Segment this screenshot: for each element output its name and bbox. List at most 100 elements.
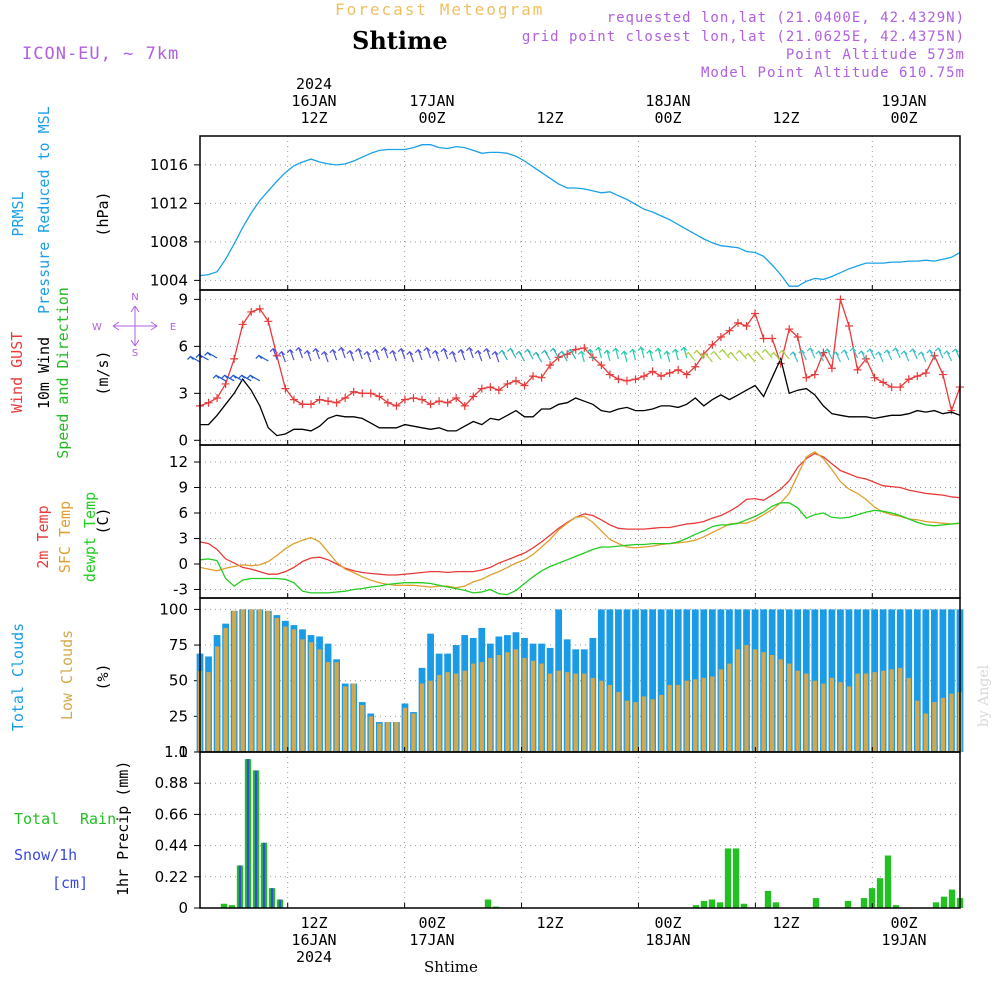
total-cloud-bar-50 xyxy=(623,609,631,752)
rain-bar-64 xyxy=(708,899,716,908)
gust-marker-52 xyxy=(640,372,649,381)
ytick-label-precip-1: 0.22 xyxy=(155,868,188,886)
wind-arrow-24 xyxy=(397,347,406,360)
wind-arrow-66 xyxy=(753,350,765,361)
gust-marker-78 xyxy=(862,354,871,363)
point-altitude: Point Altitude 573m xyxy=(785,47,965,63)
wind-arrow-19 xyxy=(355,347,363,360)
low-cloud-bar-62 xyxy=(727,663,732,752)
low-cloud-bar-26 xyxy=(419,683,425,752)
low-cloud-bar-18 xyxy=(351,683,356,752)
rain-bar-77 xyxy=(812,898,820,908)
location-title: Shtime xyxy=(352,26,448,55)
gust-marker-76 xyxy=(844,322,853,331)
wind-arrow-88 xyxy=(943,350,953,362)
gust-marker-16 xyxy=(332,398,341,407)
wind-arrow-42 xyxy=(549,347,560,359)
gust-marker-12 xyxy=(298,400,307,409)
wind-arrow-61 xyxy=(710,350,722,361)
wind-arrow-67 xyxy=(761,348,773,359)
snow-bar-9 xyxy=(270,888,274,908)
wind-arrow-72 xyxy=(806,347,816,359)
gust-marker-81 xyxy=(887,383,896,392)
wind-arrow-18 xyxy=(346,349,355,362)
ytick-label-precip-3: 0.66 xyxy=(155,805,188,823)
low-cloud-bar-77 xyxy=(855,673,860,752)
wind-arrow-15 xyxy=(320,350,329,363)
rain-bar-65 xyxy=(716,902,724,908)
gust-marker-26 xyxy=(418,395,427,404)
low-cloud-bar-15 xyxy=(325,662,331,752)
ytick-label-precip-2: 0.44 xyxy=(155,837,188,855)
rain-bar-94 xyxy=(948,889,956,908)
wind-arrow-12 xyxy=(295,346,304,359)
total-cloud-bar-87 xyxy=(939,609,947,752)
wind-arrow-30 xyxy=(448,350,457,363)
ytick-label-temp-0: -3 xyxy=(173,581,188,599)
wind-arrow-6 xyxy=(238,374,252,382)
gust-marker-69 xyxy=(785,325,794,334)
wind-arrow-25 xyxy=(406,350,415,363)
wind-arrow-68 xyxy=(770,351,782,362)
gust-marker-74 xyxy=(827,364,836,373)
low-cloud-bar-57 xyxy=(684,680,689,752)
gust-marker-20 xyxy=(366,389,375,398)
low-cloud-bar-84 xyxy=(915,700,920,752)
low-cloud-bar-79 xyxy=(872,672,877,752)
gust-marker-55 xyxy=(665,368,674,377)
low-cloud-bar-72 xyxy=(812,680,817,752)
wind-arrow-13 xyxy=(303,349,312,362)
gust-marker-25 xyxy=(409,394,418,403)
wind-arrow-26 xyxy=(414,348,423,361)
wind-arrow-51 xyxy=(629,348,637,361)
gust-marker-41 xyxy=(546,361,555,370)
gust-marker-2 xyxy=(213,394,222,403)
wind-arrow-11 xyxy=(286,348,295,361)
model-altitude: Model Point Altitude 610.75m xyxy=(700,65,965,81)
low-cloud-bar-66 xyxy=(761,652,766,752)
wind-arrow-36 xyxy=(498,349,508,361)
wind-arrow-46 xyxy=(586,348,594,361)
wind-arrow-20 xyxy=(363,350,372,363)
low-cloud-bar-38 xyxy=(522,657,527,752)
wind-arrow-64 xyxy=(736,349,747,360)
gust-marker-40 xyxy=(537,373,546,382)
low-cloud-bar-36 xyxy=(505,652,510,752)
low-cloud-bar-63 xyxy=(735,649,741,752)
wind-arrow-31 xyxy=(457,348,466,361)
low-cloud-bar-40 xyxy=(539,663,544,752)
bottom-tick-5: 00Z 19JAN xyxy=(881,914,927,949)
ytick-label-pressure-0: 1004 xyxy=(150,271,188,289)
low-cloud-bar-80 xyxy=(881,670,886,752)
top-tick-2: 12Z xyxy=(536,109,564,127)
wind-arrow-69 xyxy=(778,349,790,360)
gust-marker-70 xyxy=(793,332,802,341)
low-cloud-bar-21 xyxy=(377,723,382,752)
compass-s: S xyxy=(132,348,138,359)
low-cloud-bar-25 xyxy=(411,713,416,752)
gust-marker-14 xyxy=(315,395,324,404)
low-cloud-bar-39 xyxy=(530,660,536,752)
snow-bar-6 xyxy=(246,759,250,908)
wind-arrow-23 xyxy=(389,349,397,362)
gust-marker-62 xyxy=(725,326,734,335)
gust-marker-54 xyxy=(657,372,666,381)
rain-bar-63 xyxy=(700,900,708,908)
rain-bar-86 xyxy=(884,855,892,908)
gust-marker-28 xyxy=(435,397,444,406)
precip-cm-label: [cm] xyxy=(52,874,89,892)
wind-arrow-38 xyxy=(515,350,526,362)
low-cloud-bar-30 xyxy=(454,673,459,752)
low-cloud-bar-55 xyxy=(667,684,672,752)
ytick-label-clouds-0: 0 xyxy=(178,743,188,761)
wind-arrow-17 xyxy=(337,346,346,359)
total-cloud-bar-75 xyxy=(837,609,844,752)
low-cloud-bar-6 xyxy=(249,609,254,752)
gust-marker-15 xyxy=(324,397,333,406)
bottom-tick-3: 00Z 18JAN xyxy=(645,914,691,949)
wind-arrow-79 xyxy=(866,348,876,360)
gust-marker-61 xyxy=(716,332,725,341)
gust-marker-71 xyxy=(802,373,811,382)
low-cloud-bar-8 xyxy=(266,610,271,752)
gust-marker-82 xyxy=(896,383,905,392)
